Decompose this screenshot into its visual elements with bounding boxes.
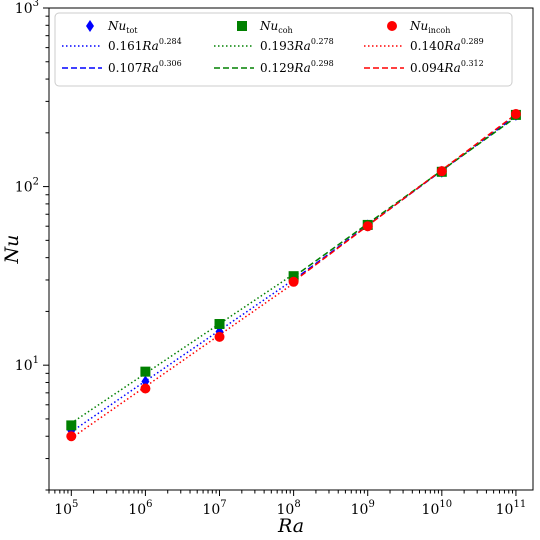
point-incoh-5 <box>436 166 447 177</box>
legend-marker-tot <box>86 20 94 32</box>
x-tick-label: 107 <box>202 499 226 518</box>
x-tick-label-base: 10 <box>128 502 146 518</box>
x-tick-label: 105 <box>54 499 78 518</box>
legend-fit-coef: 0.129 <box>260 61 294 75</box>
fit-line-2 <box>70 273 295 424</box>
legend-fit-exp: 0.298 <box>311 59 334 68</box>
x-tick-label: 108 <box>277 499 301 518</box>
y-tick-label: 102 <box>15 177 39 196</box>
point-coh-0 <box>66 420 77 431</box>
legend-fit-coef: 0.161 <box>108 39 142 53</box>
fit-line-0 <box>70 279 295 433</box>
legend: Nutot0.161Ra0.2840.107Ra0.306Nucoh0.193R… <box>54 12 513 87</box>
legend-marker-incoh <box>387 21 397 31</box>
x-tick-label-base: 10 <box>202 502 220 518</box>
legend-fit-exp: 0.306 <box>159 59 182 68</box>
x-tick-label-exp: 8 <box>294 499 300 510</box>
x-tick-label-exp: 7 <box>220 499 226 510</box>
y-tick-label-base: 10 <box>15 1 33 17</box>
y-tick-label-exp: 1 <box>33 355 39 366</box>
legend-fit-base: Ra <box>141 39 158 53</box>
legend-marker-coh <box>237 21 247 31</box>
x-tick-label-exp: 9 <box>368 499 374 510</box>
x-tick-label-exp: 5 <box>72 499 78 510</box>
legend-fit-label-2-1: 0.094Ra0.312 <box>410 59 484 75</box>
x-tick-label-exp: 10 <box>439 499 452 510</box>
x-tick-label: 109 <box>351 499 375 518</box>
x-tick-label-base: 10 <box>496 502 514 518</box>
x-tick-label: 106 <box>128 499 152 518</box>
legend-label-sub: tot <box>126 26 138 35</box>
point-incoh-1 <box>140 383 151 394</box>
plot-area <box>48 7 534 491</box>
x-tick-label-exp: 6 <box>146 499 152 510</box>
legend-fit-exp: 0.289 <box>461 37 484 46</box>
y-tick-label-base: 10 <box>15 358 33 374</box>
fit-line-4 <box>70 282 295 439</box>
x-tick-label-base: 10 <box>422 502 440 518</box>
legend-fit-coef: 0.094 <box>410 61 445 75</box>
legend-label-base: Nu <box>409 19 428 33</box>
legend-label-base: Nu <box>107 19 126 33</box>
x-tick-label-base: 10 <box>277 502 295 518</box>
legend-fit-label-1-1: 0.129Ra0.298 <box>260 59 334 75</box>
y-tick-label-exp: 3 <box>33 0 39 9</box>
legend-fit-exp: 0.312 <box>461 59 484 68</box>
legend-label-coh: Nucoh <box>259 19 293 35</box>
legend-frame <box>54 12 513 87</box>
legend-label-incoh: Nuincoh <box>409 19 450 35</box>
y-tick-label-base: 10 <box>15 180 33 196</box>
legend-fit-label-0-1: 0.107Ra0.306 <box>108 59 182 75</box>
legend-fit-label-0-0: 0.161Ra0.284 <box>108 37 182 53</box>
point-coh-2 <box>214 319 225 330</box>
x-tick-label-base: 10 <box>351 502 369 518</box>
legend-label-tot: Nutot <box>107 19 138 35</box>
legend-label-base: Nu <box>259 19 278 33</box>
point-incoh-4 <box>362 221 373 232</box>
point-coh-1 <box>140 366 151 377</box>
legend-label-sub: coh <box>278 26 292 35</box>
legend-label-sub: incoh <box>428 26 450 35</box>
y-axis-label: Nu <box>1 235 23 265</box>
legend-fit-base: Ra <box>293 61 310 75</box>
x-axis-label: Ra <box>277 515 304 537</box>
legend-fit-coef: 0.193 <box>260 39 294 53</box>
legend-fit-base: Ra <box>443 39 460 53</box>
legend-fit-base: Ra <box>293 39 310 53</box>
legend-fit-label-2-0: 0.140Ra0.289 <box>410 37 484 53</box>
point-incoh-3 <box>288 276 299 287</box>
legend-fit-base: Ra <box>443 61 460 75</box>
x-tick-label: 1010 <box>422 499 453 518</box>
point-incoh-6 <box>510 108 521 119</box>
point-incoh-0 <box>66 431 77 442</box>
y-tick-label: 101 <box>15 355 39 374</box>
y-tick-label: 103 <box>15 0 39 17</box>
point-incoh-2 <box>214 331 225 342</box>
fit-lines <box>70 113 517 439</box>
x-tick-label-exp: 11 <box>513 499 526 510</box>
data-points <box>66 108 521 442</box>
legend-fit-exp: 0.284 <box>159 37 182 46</box>
x-tick-label-base: 10 <box>54 502 72 518</box>
point-coh-3 <box>288 271 299 282</box>
x-tick-label: 1011 <box>496 499 527 518</box>
legend-fit-base: Ra <box>141 61 158 75</box>
legend-fit-coef: 0.107 <box>108 61 142 75</box>
legend-fit-coef: 0.140 <box>410 39 444 53</box>
legend-fit-label-1-0: 0.193Ra0.278 <box>260 37 334 53</box>
fit-line-5 <box>293 113 517 282</box>
legend-fit-exp: 0.278 <box>311 37 334 46</box>
y-tick-label-exp: 2 <box>33 177 39 188</box>
